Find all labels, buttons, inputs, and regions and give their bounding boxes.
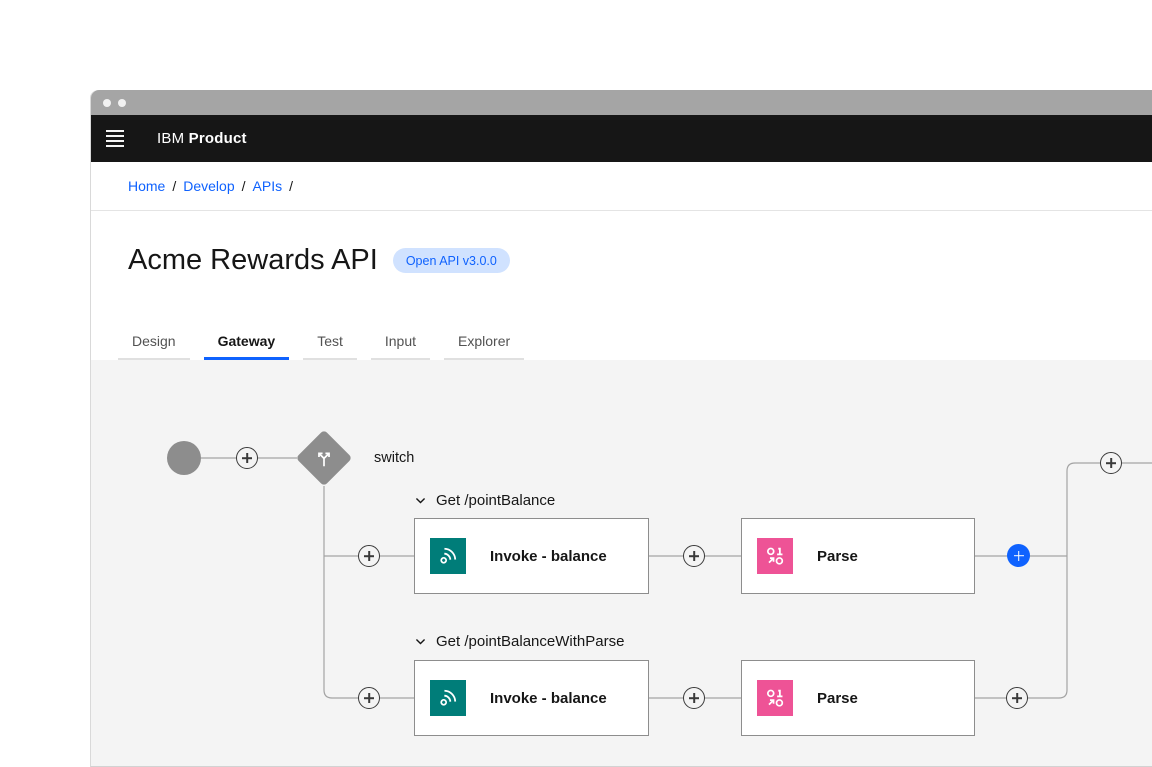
node-parse[interactable]: Parse	[741, 660, 975, 736]
window-control-dot[interactable]	[103, 98, 111, 107]
add-step-button[interactable]	[683, 687, 705, 709]
node-label: Invoke - balance	[490, 547, 607, 565]
app-brand: IBM Product	[157, 130, 247, 147]
node-invoke-balance[interactable]: Invoke - balance	[414, 518, 649, 594]
add-step-button[interactable]	[1100, 452, 1122, 474]
tab-explorer[interactable]: Explorer	[444, 323, 525, 360]
api-version-badge: Open API v3.0.0	[392, 248, 510, 273]
tab-bar: Design Gateway Test Input Explorer	[118, 323, 538, 360]
browser-window: IBM Product Home / Develop / APIs / Acme…	[90, 90, 1152, 767]
breadcrumb: Home / Develop / APIs /	[91, 162, 1152, 211]
parse-icon	[757, 680, 793, 716]
breadcrumb-develop[interactable]: Develop	[183, 178, 235, 194]
add-step-button[interactable]	[1006, 687, 1028, 709]
add-step-button[interactable]	[358, 545, 380, 567]
branch-label-text: Get /pointBalanceWithParse	[436, 633, 625, 650]
gateway-flow-canvas[interactable]: switch Get /pointBalance	[91, 360, 1152, 766]
tab-gateway[interactable]: Gateway	[203, 323, 290, 360]
fork-icon	[318, 452, 330, 467]
parse-icon	[757, 538, 793, 574]
hamburger-icon[interactable]	[91, 115, 139, 162]
node-invoke-balance[interactable]: Invoke - balance	[414, 660, 649, 736]
node-label: Parse	[817, 689, 858, 707]
branch-label-point-balance-with-parse[interactable]: Get /pointBalanceWithParse	[414, 633, 624, 650]
app-header: IBM Product	[91, 115, 1152, 162]
invoke-icon	[430, 680, 466, 716]
node-label: Parse	[817, 547, 858, 565]
add-step-button[interactable]	[236, 447, 258, 469]
brand-prefix: IBM	[157, 130, 185, 147]
breadcrumb-home[interactable]: Home	[128, 178, 166, 194]
add-step-button[interactable]	[683, 545, 705, 567]
page-title: Acme Rewards API	[128, 244, 378, 276]
tab-test[interactable]: Test	[303, 323, 357, 360]
page-header: Acme Rewards API Open API v3.0.0 Design …	[91, 211, 1152, 360]
branch-label-text: Get /pointBalance	[436, 492, 556, 509]
tab-design[interactable]: Design	[118, 323, 190, 360]
window-titlebar[interactable]	[91, 90, 1152, 115]
window-control-dot[interactable]	[118, 98, 126, 107]
brand-name: Product	[188, 130, 247, 147]
flow-start-node[interactable]	[167, 441, 201, 475]
node-parse[interactable]: Parse	[741, 518, 975, 594]
breadcrumb-separator: /	[289, 178, 293, 194]
chevron-down-icon	[415, 497, 426, 504]
breadcrumb-separator: /	[241, 178, 246, 194]
branch-label-point-balance[interactable]: Get /pointBalance	[414, 492, 555, 509]
add-step-button[interactable]	[358, 687, 380, 709]
switch-label: switch	[374, 450, 415, 466]
add-step-button-active[interactable]	[1007, 544, 1030, 567]
breadcrumb-separator: /	[172, 178, 177, 194]
breadcrumb-apis[interactable]: APIs	[252, 178, 283, 194]
tab-input[interactable]: Input	[370, 323, 431, 360]
chevron-down-icon	[415, 638, 426, 645]
node-label: Invoke - balance	[490, 689, 607, 707]
switch-node[interactable]	[295, 429, 353, 487]
invoke-icon	[430, 538, 466, 574]
